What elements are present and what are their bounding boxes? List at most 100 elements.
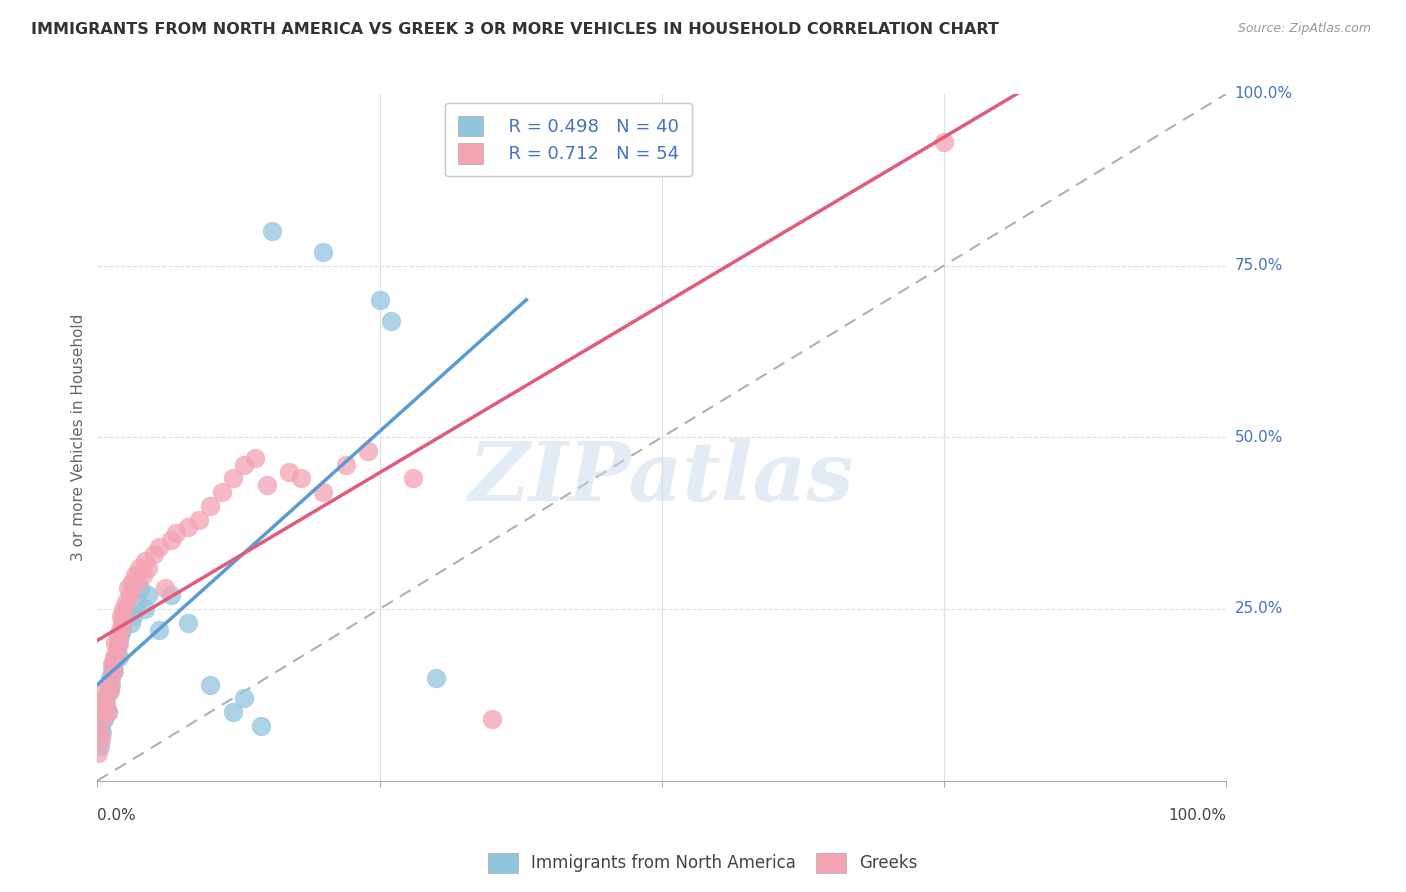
Point <box>125 595 148 609</box>
Point <box>107 636 129 650</box>
Point <box>115 602 138 616</box>
Point <box>90 705 112 719</box>
Point <box>136 588 159 602</box>
Point <box>93 712 115 726</box>
Point <box>148 540 170 554</box>
Point <box>290 471 312 485</box>
Point <box>125 574 148 589</box>
Point <box>233 691 256 706</box>
Point <box>335 458 357 472</box>
Point <box>100 671 122 685</box>
Point <box>402 471 425 485</box>
Y-axis label: 3 or more Vehicles in Household: 3 or more Vehicles in Household <box>72 314 86 561</box>
Point <box>91 712 114 726</box>
Legend:   R = 0.498   N = 40,   R = 0.712   N = 54: R = 0.498 N = 40, R = 0.712 N = 54 <box>446 103 692 177</box>
Point <box>107 630 129 644</box>
Point <box>90 719 112 733</box>
Point <box>153 582 176 596</box>
Point <box>101 664 124 678</box>
Point <box>107 650 129 665</box>
Point <box>93 698 115 713</box>
Point <box>222 705 245 719</box>
Point <box>200 677 222 691</box>
Point <box>312 485 335 500</box>
Point <box>120 588 142 602</box>
Text: 75.0%: 75.0% <box>1234 258 1282 273</box>
Point <box>932 135 955 149</box>
Point <box>222 471 245 485</box>
Point <box>256 478 278 492</box>
Point <box>97 684 120 698</box>
Point <box>94 684 117 698</box>
Text: Source: ZipAtlas.com: Source: ZipAtlas.com <box>1237 22 1371 36</box>
Point <box>136 561 159 575</box>
Point <box>124 567 146 582</box>
Point <box>89 725 111 739</box>
Point <box>159 533 181 548</box>
Point <box>357 444 380 458</box>
Point <box>278 465 301 479</box>
Point <box>108 630 131 644</box>
Point <box>101 664 124 678</box>
Point <box>90 725 112 739</box>
Text: 100.0%: 100.0% <box>1168 808 1226 823</box>
Point <box>90 732 112 747</box>
Point <box>96 691 118 706</box>
Text: ZIPatlas: ZIPatlas <box>470 439 855 518</box>
Point <box>176 615 198 630</box>
Text: IMMIGRANTS FROM NORTH AMERICA VS GREEK 3 OR MORE VEHICLES IN HOUSEHOLD CORRELATI: IMMIGRANTS FROM NORTH AMERICA VS GREEK 3… <box>31 22 998 37</box>
Point <box>120 615 142 630</box>
Point <box>129 582 152 596</box>
Point <box>134 602 156 616</box>
Point <box>425 671 447 685</box>
Point <box>104 636 127 650</box>
Point <box>112 602 135 616</box>
Point <box>211 485 233 500</box>
Text: 25.0%: 25.0% <box>1234 601 1282 616</box>
Point <box>121 574 143 589</box>
Text: 0.0%: 0.0% <box>97 808 136 823</box>
Point <box>108 623 131 637</box>
Point <box>94 691 117 706</box>
Point <box>96 705 118 719</box>
Point <box>134 554 156 568</box>
Point <box>165 526 187 541</box>
Point <box>481 712 503 726</box>
Point <box>148 623 170 637</box>
Point <box>96 705 118 719</box>
Point <box>188 513 211 527</box>
Point <box>262 224 284 238</box>
Point <box>142 547 165 561</box>
Point <box>111 623 134 637</box>
Point <box>87 746 110 760</box>
Point <box>368 293 391 307</box>
Point <box>312 244 335 259</box>
Point <box>380 313 402 327</box>
Point <box>233 458 256 472</box>
Point <box>105 643 128 657</box>
Legend: Immigrants from North America, Greeks: Immigrants from North America, Greeks <box>481 847 925 880</box>
Point <box>97 677 120 691</box>
Point <box>131 567 153 582</box>
Text: 100.0%: 100.0% <box>1234 87 1292 102</box>
Point <box>96 698 118 713</box>
Point <box>111 615 134 630</box>
Text: 50.0%: 50.0% <box>1234 430 1282 445</box>
Point <box>117 582 139 596</box>
Point <box>114 595 136 609</box>
Point <box>98 684 121 698</box>
Point <box>107 636 129 650</box>
Point <box>104 650 127 665</box>
Point <box>176 519 198 533</box>
Point <box>110 608 132 623</box>
Point <box>159 588 181 602</box>
Point <box>200 499 222 513</box>
Point <box>101 657 124 671</box>
Point <box>98 671 121 685</box>
Point <box>91 705 114 719</box>
Point <box>89 739 111 754</box>
Point <box>245 450 267 465</box>
Point <box>250 719 273 733</box>
Point <box>101 657 124 671</box>
Point <box>122 608 145 623</box>
